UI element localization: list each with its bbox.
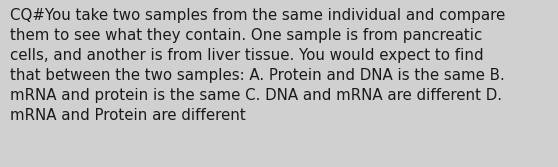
Text: CQ#You take two samples from the same individual and compare
them to see what th: CQ#You take two samples from the same in… [10, 8, 506, 123]
